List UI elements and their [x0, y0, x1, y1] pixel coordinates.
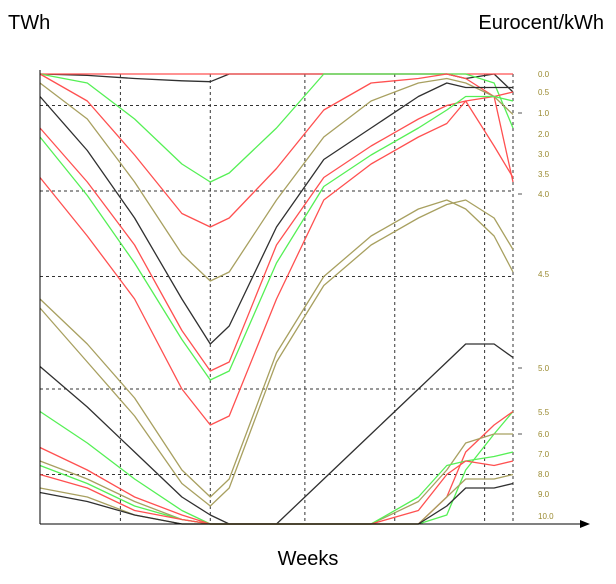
right-tick-label-4: 3.0 [538, 150, 550, 159]
y-axis-label-left: TWh [8, 12, 51, 34]
series-line-3 [39, 73, 514, 228]
right-tick-label-11: 7.0 [538, 450, 550, 459]
right-tick-label-0: 0.0 [538, 70, 550, 79]
axes [39, 70, 590, 528]
x-axis-label: Weeks [277, 548, 339, 570]
series-line-7 [39, 95, 514, 381]
x-axis-arrow [580, 520, 590, 528]
series-line-11 [39, 343, 514, 525]
right-tick-label-13: 9.0 [538, 490, 550, 499]
series-line-15 [39, 451, 514, 525]
grid [40, 74, 514, 524]
series-line-4 [39, 77, 514, 282]
right-tick-label-1: 0.5 [538, 88, 550, 97]
right-tick-label-10: 6.0 [538, 430, 550, 439]
y-axis-label-right: Eurocent/kWh [478, 12, 604, 34]
right-tick-label-9: 5.5 [538, 408, 550, 417]
right-tick-label-8: 5.0 [538, 364, 550, 373]
series-line-13 [39, 410, 514, 525]
series-line-5 [39, 82, 513, 345]
series-line-14 [39, 433, 513, 525]
series-line-10 [39, 199, 514, 507]
series-line-9 [39, 199, 514, 498]
right-tick-labels: 0.0 0.5 1.0 2.0 3.0 3.5 4.0 4.5 5.0 5.5 6.0 7.0 8.0 9… [518, 70, 554, 521]
series-line-12 [39, 410, 514, 525]
series-line-8 [39, 100, 514, 426]
right-tick-label-14: 10.0 [538, 512, 554, 521]
series-line-0 [39, 73, 514, 93]
right-tick-label-2: 1.0 [538, 109, 550, 118]
series-lines [39, 73, 514, 525]
right-tick-label-7: 4.5 [538, 270, 550, 279]
right-tick-label-12: 8.0 [538, 470, 550, 479]
right-tick-label-5: 3.5 [538, 170, 550, 179]
right-tick-label-3: 2.0 [538, 130, 550, 139]
right-tick-label-6: 4.0 [538, 190, 550, 199]
series-line-6 [39, 91, 514, 372]
series-line-2 [39, 73, 514, 183]
